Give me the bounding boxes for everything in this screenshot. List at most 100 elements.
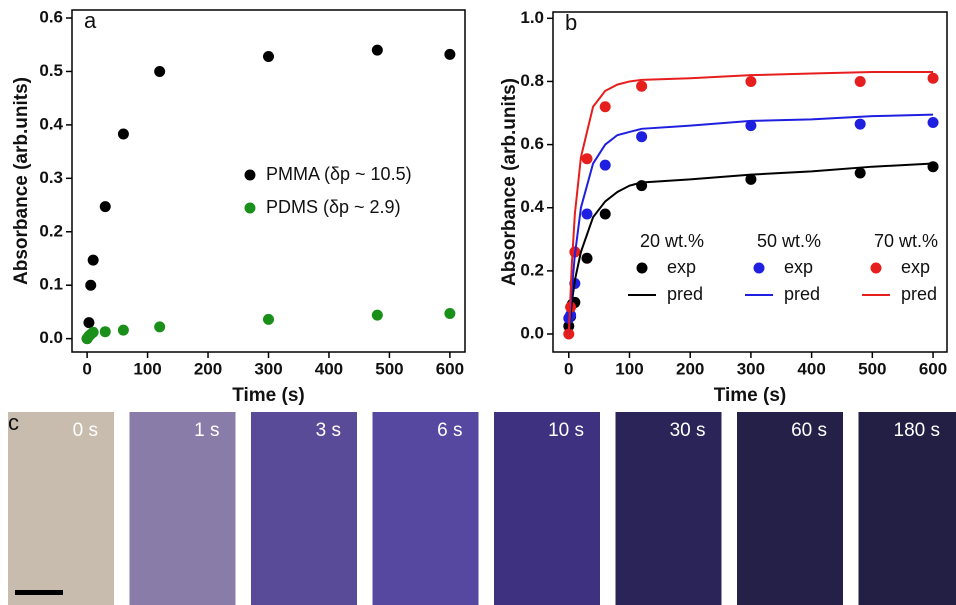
data-point: [636, 131, 648, 143]
fit-line: [567, 113, 934, 335]
legend-marker: [636, 262, 648, 274]
data-point: [117, 128, 129, 140]
legend-label: PMMA (δp ~ 10.5): [266, 164, 412, 184]
x-tick-label: 500: [858, 359, 886, 378]
data-point: [599, 159, 611, 171]
y-tick-label: 0.4: [39, 114, 63, 133]
panel-label: b: [565, 10, 577, 35]
legend-marker: [244, 202, 256, 214]
y-tick-label: 0.6: [520, 134, 544, 153]
panel-label: c: [8, 410, 19, 435]
legend-label: PDMS (δp ~ 2.9): [266, 197, 401, 217]
data-point: [745, 120, 757, 132]
data-point: [85, 279, 97, 291]
data-point: [154, 65, 166, 77]
image-frame: [858, 412, 956, 605]
frame-label: 60 s: [791, 420, 827, 441]
data-point: [599, 101, 611, 113]
image-frame: [494, 412, 600, 605]
x-axis-title: Time (s): [714, 385, 787, 406]
frame-label: 6 s: [437, 420, 462, 441]
data-point: [371, 44, 383, 56]
frame-label: 1 s: [194, 420, 219, 441]
data-point: [581, 208, 593, 220]
x-tick-label: 300: [254, 359, 282, 378]
fit-line: [567, 162, 934, 335]
data-point: [83, 317, 95, 329]
legend-marker: [870, 262, 882, 274]
y-axis-title: Absorbance (arb.units): [11, 77, 32, 285]
image-frame: [372, 412, 479, 605]
data-point: [117, 324, 129, 336]
y-tick-label: 0.4: [520, 197, 544, 216]
x-tick-label: 100: [133, 359, 161, 378]
x-tick-label: 0: [82, 359, 91, 378]
y-tick-label: 0.0: [520, 323, 544, 342]
x-tick-label: 200: [676, 359, 704, 378]
frame-label: 10 s: [548, 420, 584, 441]
legend-marker: [753, 262, 765, 274]
legend-label: pred: [784, 284, 820, 304]
y-tick-label: 0.2: [520, 260, 544, 279]
legend-group: 50 wt.%: [757, 231, 821, 251]
data-point: [444, 308, 456, 320]
data-point: [99, 326, 111, 338]
y-tick-label: 0.5: [39, 61, 63, 80]
y-tick-label: 0.8: [520, 71, 544, 90]
frame-label: 30 s: [670, 420, 706, 441]
data-point: [444, 48, 456, 60]
frame-label: 3 s: [316, 420, 341, 441]
image-frame: [251, 412, 357, 605]
image-frame: [129, 412, 236, 605]
scale-bar: [15, 590, 63, 595]
data-point: [599, 208, 611, 220]
image-frame: [737, 412, 843, 605]
data-point: [745, 173, 757, 185]
x-tick-label: 600: [919, 359, 947, 378]
x-tick-label: 400: [315, 359, 343, 378]
x-tick-label: 600: [436, 359, 464, 378]
y-tick-label: 0.1: [39, 275, 63, 294]
data-point: [636, 80, 648, 92]
y-tick-label: 0.2: [39, 221, 63, 240]
y-tick-label: 1.0: [520, 8, 544, 27]
x-tick-label: 200: [194, 359, 222, 378]
frame-label: 180 s: [894, 420, 940, 441]
data-point: [581, 252, 593, 264]
frame-label: 0 s: [73, 420, 98, 441]
data-point: [154, 321, 166, 333]
data-point: [854, 75, 866, 87]
legend-group: 20 wt.%: [640, 231, 704, 251]
panel-label: a: [84, 8, 97, 33]
legend-group: 70 wt.%: [874, 231, 938, 251]
data-point: [87, 254, 99, 266]
x-tick-label: 100: [615, 359, 643, 378]
legend-label: exp: [784, 257, 813, 277]
x-tick-label: 300: [737, 359, 765, 378]
y-axis-title: Absorbance (arb.units): [499, 78, 520, 286]
legend-marker: [244, 169, 256, 181]
image-frame: [8, 412, 114, 605]
data-point: [99, 201, 111, 213]
legend-label: pred: [667, 284, 703, 304]
data-point: [263, 50, 274, 62]
data-point: [581, 153, 593, 165]
y-tick-label: 0.0: [39, 328, 63, 347]
data-point: [854, 167, 866, 179]
plot-frame: [552, 11, 948, 353]
data-point: [87, 326, 99, 338]
x-tick-label: 400: [797, 359, 825, 378]
image-frame: [615, 412, 722, 605]
x-axis-title: Time (s): [232, 385, 305, 406]
y-tick-label: 0.3: [39, 168, 63, 187]
data-point: [854, 118, 866, 130]
y-tick-label: 0.6: [39, 8, 63, 27]
x-tick-label: 500: [375, 359, 403, 378]
legend-label: exp: [667, 257, 696, 277]
data-point: [371, 309, 383, 321]
data-point: [745, 75, 757, 87]
data-point: [927, 72, 939, 84]
x-tick-label: 0: [564, 359, 573, 378]
fit-line: [567, 70, 934, 335]
